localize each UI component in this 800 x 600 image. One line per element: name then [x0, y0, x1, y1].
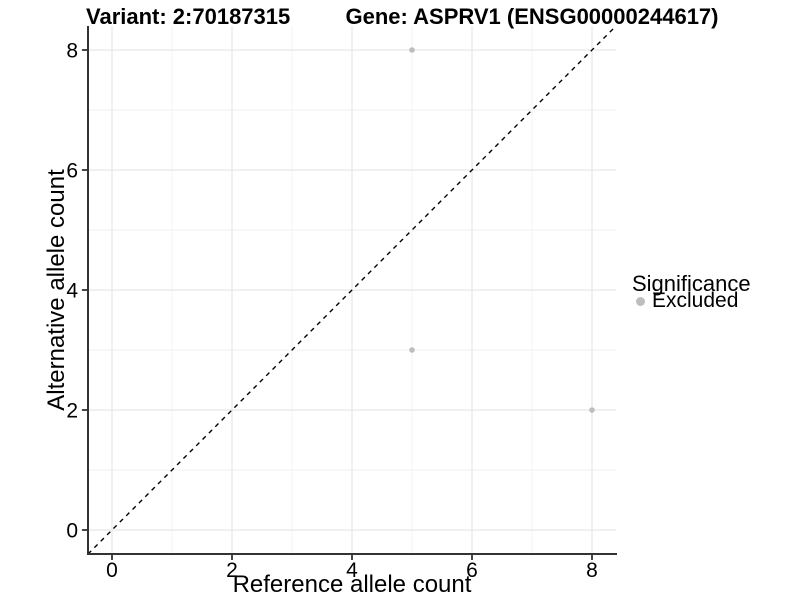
legend-title: Significance	[632, 271, 751, 296]
x-axis-title: Reference allele count	[232, 571, 472, 598]
data-point	[589, 407, 595, 413]
data-point	[409, 47, 415, 53]
x-tick-label: 0	[106, 559, 118, 582]
plot-title-gene: Gene: ASPRV1 (ENSG00000244617)	[345, 4, 719, 29]
y-tick-label: 0	[66, 520, 78, 543]
legend-entry-label: Excluded	[652, 289, 739, 312]
y-axis-title: Alternative allele count	[43, 169, 70, 411]
identity-reference-line	[87, 25, 617, 555]
y-tick-label: 2	[66, 400, 78, 423]
legend-entry-excluded: Excluded	[636, 290, 738, 312]
plot-title-variant: Variant: 2:70187315	[86, 4, 291, 29]
x-tick-label: 6	[466, 559, 478, 582]
x-tick-label: 2	[226, 559, 238, 582]
y-tick-label: 8	[66, 40, 78, 63]
y-tick-label: 4	[66, 280, 78, 303]
x-tick-label: 8	[586, 559, 598, 582]
excluded-point-icon	[636, 296, 645, 306]
y-tick-label: 6	[66, 160, 78, 183]
x-tick-label: 4	[346, 559, 358, 582]
data-point	[409, 347, 415, 353]
